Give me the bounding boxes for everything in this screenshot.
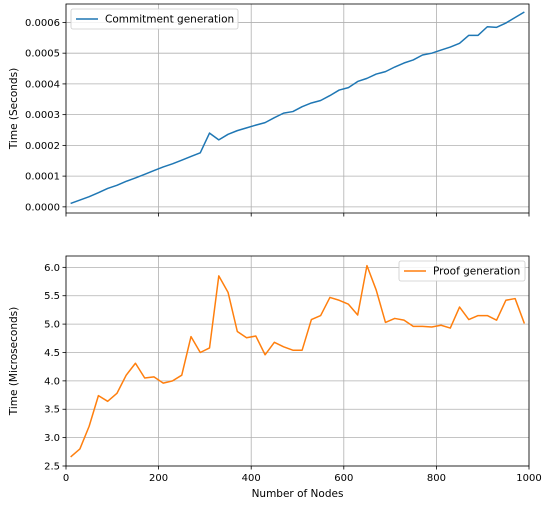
proof-y-tick-label: 2.5 — [44, 462, 60, 473]
proof-x-tick-label: 800 — [427, 473, 446, 484]
commitment-legend: Commitment generation — [70, 8, 239, 30]
commitment-y-tick-label: 0.0000 — [25, 202, 60, 213]
proof-legend-box — [398, 260, 526, 282]
commitment-y-tick-label: 0.0003 — [25, 110, 60, 121]
proof-chart: 0 200 400 600 800 1000 2.5 3.0 3.5 4.0 4.5 5.0 5.5 6.… — [8, 255, 542, 500]
proof-y-tick-label: 4.5 — [44, 348, 60, 359]
commitment-axis-ticks: 0.0000 0.0001 0.0002 0.0003 0.0004 0.0005 0.00… — [25, 18, 530, 217]
proof-grid — [65, 256, 530, 467]
proof-legend-label: Proof generation — [433, 266, 520, 278]
proof-y-tick-label: 4.0 — [44, 376, 60, 387]
proof-x-tick-label: 200 — [149, 473, 168, 484]
proof-y-axis-label: Time (Microseconds) — [8, 307, 20, 416]
commitment-y-tick-label: 0.0004 — [25, 79, 60, 90]
proof-series — [70, 264, 526, 458]
commitment-plot-frame — [65, 3, 530, 214]
proof-legend: Proof generation — [398, 260, 526, 282]
proof-y-tick-label: 5.0 — [44, 320, 60, 331]
commitment-y-axis-label: Time (Seconds) — [8, 68, 20, 150]
commitment-series — [70, 11, 525, 205]
proof-x-tick-label: 1000 — [516, 473, 541, 484]
commitment-legend-label: Commitment generation — [105, 14, 234, 26]
proof-y-tick-label: 6.0 — [44, 263, 60, 274]
proof-x-tick-label: 400 — [242, 473, 261, 484]
proof-y-tick-label: 5.5 — [44, 291, 60, 302]
commitment-series-line — [70, 11, 525, 205]
proof-plot-frame — [65, 255, 530, 467]
commitment-legend-box — [70, 8, 239, 30]
proof-x-tick-label: 600 — [334, 473, 353, 484]
proof-y-tick-label: 3.0 — [44, 433, 60, 444]
proof-series-line — [70, 264, 526, 458]
proof-axis-ticks: 0 200 400 600 800 1000 2.5 3.0 3.5 4.0 4.5 5.0 5.5 6.… — [44, 263, 542, 484]
commitment-y-tick-label: 0.0002 — [25, 141, 60, 152]
commitment-chart: 0.0000 0.0001 0.0002 0.0003 0.0004 0.0005 0.00… — [8, 3, 530, 217]
proof-x-axis-label: Number of Nodes — [252, 488, 344, 500]
commitment-y-tick-label: 0.0005 — [25, 49, 60, 60]
proof-x-tick-label: 0 — [63, 473, 69, 484]
commitment-y-tick-label: 0.0006 — [25, 18, 60, 29]
proof-y-tick-label: 3.5 — [44, 405, 60, 416]
commitment-y-tick-label: 0.0001 — [25, 172, 60, 183]
